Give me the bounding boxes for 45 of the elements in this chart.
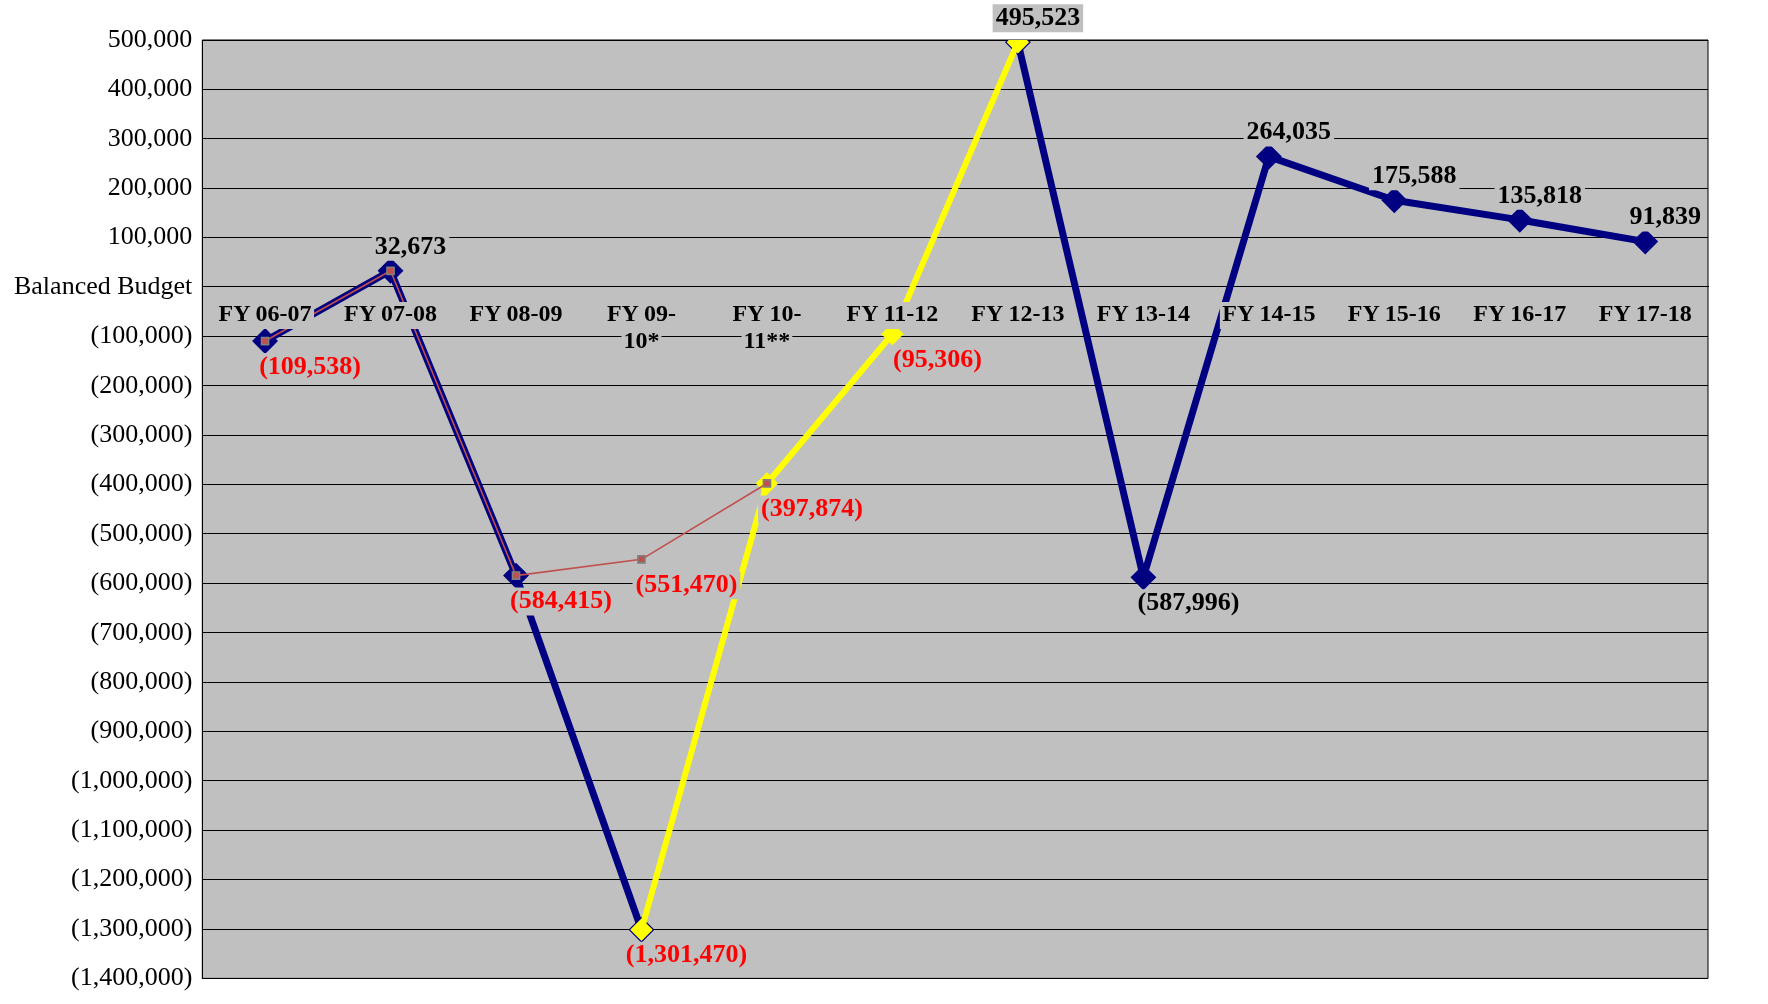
y-tick-label: (600,000) — [90, 567, 193, 597]
y-tick-label: (1,300,000) — [71, 912, 193, 942]
data-label: 264,035 — [1246, 116, 1332, 146]
x-tick-label: FY 09-10* — [606, 300, 677, 354]
x-tick-label: FY 08-09 — [469, 300, 563, 327]
x-tick-label: FY 13-14 — [1096, 300, 1190, 327]
x-tick-label: FY 11-12 — [846, 300, 939, 327]
y-tick-label: Balanced Budget — [13, 270, 194, 300]
data-label: (551,470) — [635, 569, 738, 599]
y-tick-label: 400,000 — [107, 73, 193, 103]
data-label: (397,874) — [761, 493, 863, 523]
y-tick-label: 100,000 — [107, 221, 193, 251]
y-tick-label: (200,000) — [90, 369, 193, 399]
y-tick-label: 300,000 — [107, 122, 193, 152]
data-label: (95,306) — [893, 343, 982, 373]
data-label: 135,818 — [1497, 179, 1583, 209]
x-tick-label: FY 07-08 — [343, 300, 438, 327]
y-tick-label: (1,000,000) — [71, 764, 193, 794]
data-label: (1,301,470) — [625, 939, 748, 969]
data-label: (584,415) — [510, 585, 612, 615]
y-tick-label: 500,000 — [107, 23, 193, 53]
x-tick-label: FY 16-17 — [1473, 300, 1567, 327]
y-tick-label: (500,000) — [90, 517, 193, 547]
data-label: 91,839 — [1629, 201, 1702, 231]
y-tick-label: (800,000) — [90, 665, 193, 695]
x-tick-label: FY 12-13 — [971, 300, 1065, 327]
data-label: (109,538) — [259, 350, 361, 380]
x-tick-label: FY 14-15 — [1222, 300, 1316, 327]
data-label: (587,996) — [1137, 587, 1240, 617]
y-tick-label: (100,000) — [90, 320, 193, 350]
data-label: 32,673 — [374, 230, 447, 260]
x-tick-label: FY 17-18 — [1598, 300, 1692, 327]
x-tick-label: FY 10-11** — [732, 300, 802, 354]
y-tick-label: (900,000) — [90, 715, 193, 745]
y-tick-label: (1,400,000) — [71, 962, 193, 992]
data-label: 495,523 — [995, 1, 1081, 31]
x-tick-label: FY 15-16 — [1347, 300, 1441, 327]
y-tick-label: (300,000) — [90, 418, 193, 448]
y-tick-label: (1,100,000) — [71, 814, 193, 844]
y-tick-label: (400,000) — [90, 468, 193, 498]
x-tick-label: FY 06-07 — [218, 300, 312, 327]
y-tick-label: (700,000) — [90, 616, 193, 646]
y-tick-label: (1,200,000) — [71, 863, 193, 893]
y-tick-label: 200,000 — [107, 172, 193, 201]
data-label: 175,588 — [1372, 159, 1457, 189]
